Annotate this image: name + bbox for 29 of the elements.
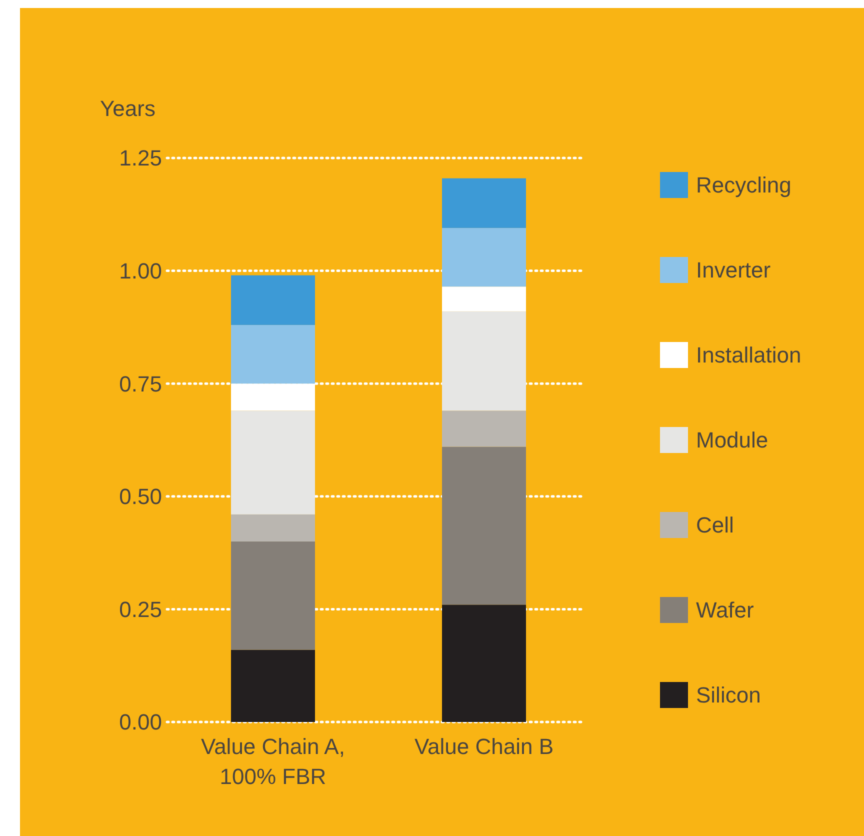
- legend-label: Wafer: [696, 598, 754, 623]
- bar: [442, 286, 526, 312]
- bar: [231, 542, 315, 650]
- y-tick-label: 1.00: [119, 258, 162, 284]
- bar: [231, 650, 315, 722]
- y-tick-label: 0.00: [119, 710, 162, 735]
- y-tick-label: 0.50: [119, 484, 162, 510]
- bar: [442, 446, 526, 605]
- bar: [442, 178, 526, 228]
- bar: [442, 410, 526, 447]
- bar: [442, 228, 526, 287]
- legend-label: Cell: [696, 512, 734, 538]
- bar: [442, 604, 526, 722]
- y-tick-label: 0.25: [119, 596, 162, 622]
- legend-label: Recycling: [696, 172, 792, 198]
- x-tick-label: Value Chain B: [414, 734, 554, 759]
- y-tick-label: 1.25: [119, 146, 162, 171]
- legend-label: Module: [696, 428, 768, 453]
- legend-label: Silicon: [696, 682, 761, 708]
- y-tick-label: 0.75: [119, 371, 162, 396]
- bar: [442, 311, 526, 411]
- bar: [231, 514, 315, 542]
- legend-label: Installation: [696, 342, 802, 368]
- bar: [231, 275, 315, 325]
- bar: [231, 410, 315, 514]
- legend-label: Inverter: [696, 258, 771, 283]
- bar: [231, 324, 315, 384]
- x-tick-label: Value Chain A, 100% FBR: [201, 734, 345, 789]
- y-axis-title: Years: [100, 96, 156, 121]
